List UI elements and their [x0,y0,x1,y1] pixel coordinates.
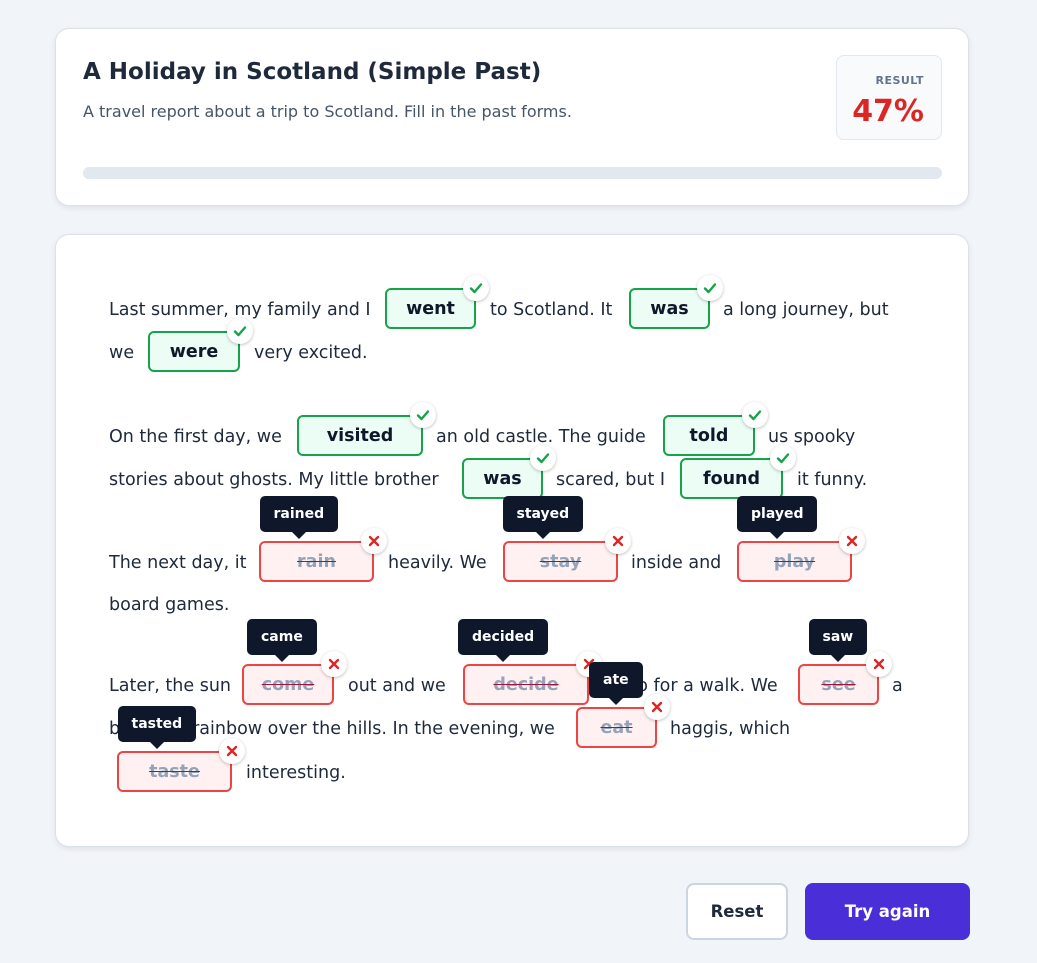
answer-value: were [169,341,219,362]
cross-icon [321,651,347,677]
exercise-text: a long journey, but [723,300,889,320]
solution-tooltip: played [737,496,818,539]
exercise-text: heavily. We [388,553,487,573]
reset-button[interactable]: Reset [686,883,788,940]
solution-tooltip: rained [259,496,339,539]
exercise-header-card: A Holiday in Scotland (Simple Past) A tr… [55,28,969,206]
solution-tooltip: decided [458,619,549,662]
page-subtitle: A travel report about a trip to Scotland… [83,102,572,121]
exercise-text: out and we [348,676,446,696]
exercise-text: a [892,676,903,696]
solution-tooltip: came [247,619,317,662]
exercise-text: beautiful rainbow over the hills. In the… [109,719,555,739]
exercise-text: On the first day, we [109,427,282,447]
answer-value: visited [326,425,394,446]
check-icon [770,445,796,471]
progress-fill [83,167,487,179]
cross-icon [644,694,670,720]
check-icon [742,402,768,428]
answer-field[interactable]: was [462,458,543,499]
exercise-text: haggis, which [670,719,791,739]
solution-tooltip: stayed [502,496,584,539]
exercise-text: an old castle. The guide [436,427,646,447]
exercise-text: we [109,343,135,363]
answer-value: decide [493,674,559,695]
cross-icon [219,738,245,764]
answer-value: found [702,468,761,489]
answer-value: see [821,674,856,695]
exercise-text: scared, but I [556,470,666,490]
answer-value: taste [149,761,200,782]
answer-value: was [650,298,689,319]
exercise-text: board games. [109,595,230,615]
answer-field[interactable]: see [798,664,879,705]
exercise-text: very excited. [254,343,368,363]
exercise-text: Last summer, my family and I [109,300,371,320]
answer-field[interactable]: told [663,415,755,456]
answer-value: rain [297,551,336,572]
answer-field[interactable]: eat [576,707,657,748]
result-value: 47% [852,94,924,129]
answer-field[interactable]: stay [503,541,618,582]
exercise-text: stories about ghosts. My little brother [109,470,439,490]
exercise-text: it funny. [797,470,868,490]
cross-icon [866,651,892,677]
cross-icon [361,528,387,554]
cross-icon [839,528,865,554]
answer-value: come [261,674,315,695]
exercise-text: The next day, it [109,553,247,573]
answer-value: eat [600,717,633,738]
answer-field[interactable]: come [242,664,334,705]
check-icon [697,275,723,301]
result-label: RESULT [875,74,924,87]
answer-field[interactable]: went [385,288,476,329]
exercise-card: Last summer, my family and I went to Sco… [55,234,969,847]
answer-field[interactable]: decide [463,664,589,705]
check-icon [530,445,556,471]
cross-icon [605,528,631,554]
check-icon [227,318,253,344]
exercise-text: inside and [631,553,722,573]
exercise-text: Later, the sun [109,676,232,696]
answer-field[interactable]: taste [117,751,232,792]
page-title: A Holiday in Scotland (Simple Past) [83,59,542,85]
progress-bar [83,167,942,179]
answer-field[interactable]: rain [259,541,374,582]
exercise-text: to Scotland. It [490,300,613,320]
answer-field[interactable]: visited [297,415,423,456]
solution-tooltip: ate [589,662,643,705]
answer-value: play [773,551,816,572]
solution-tooltip: tasted [117,706,197,749]
answer-value: told [689,425,729,446]
answer-field[interactable]: was [629,288,710,329]
result-box: RESULT 47% [836,55,942,140]
answer-value: was [483,468,522,489]
exercise-text: interesting. [246,763,346,783]
answer-field[interactable]: play [737,541,852,582]
try-again-button[interactable]: Try again [805,883,970,940]
answer-value: went [406,298,455,319]
answer-field[interactable]: were [148,331,240,372]
exercise-text: us spooky [768,427,856,447]
check-icon [463,275,489,301]
answer-value: stay [539,551,582,572]
check-icon [410,402,436,428]
solution-tooltip: saw [808,619,868,662]
exercise-text: to go for a walk. We [603,676,778,696]
answer-field[interactable]: found [680,458,783,499]
